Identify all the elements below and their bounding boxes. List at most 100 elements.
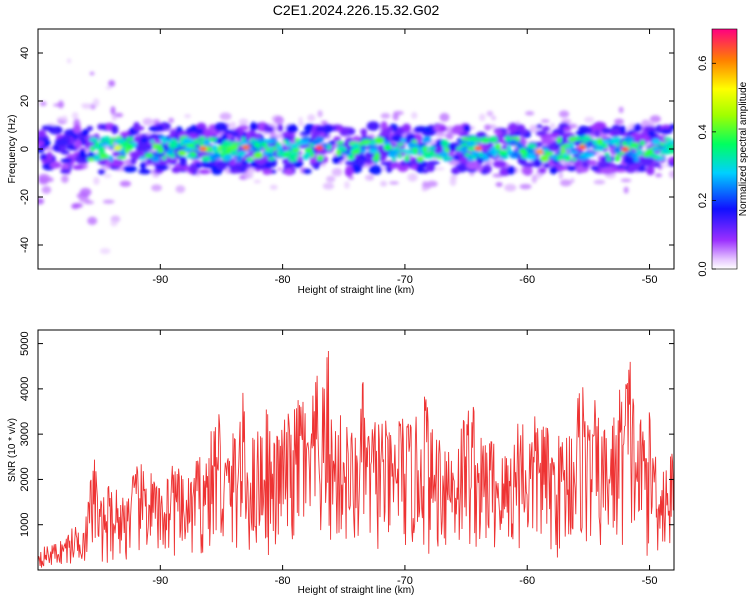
heatmap-cell bbox=[237, 150, 246, 158]
heatmap-cell bbox=[424, 155, 434, 159]
heatmap-cell bbox=[509, 155, 519, 159]
snr-x-label: Height of straight line (km) bbox=[298, 585, 415, 596]
heatmap-cell bbox=[489, 136, 498, 143]
heatmap-cell bbox=[640, 156, 653, 167]
y-tick-label: 20 bbox=[19, 95, 31, 107]
heatmap-cell bbox=[39, 153, 49, 161]
heatmap-y-ticks: -40 -20 0 20 40 bbox=[19, 47, 674, 253]
heatmap-cell bbox=[566, 142, 575, 146]
heatmap-cell bbox=[108, 155, 114, 163]
y-tick-label: 3000 bbox=[19, 422, 31, 446]
heatmap-cell bbox=[210, 152, 222, 160]
heatmap-cell bbox=[443, 156, 452, 161]
heatmap-cell bbox=[506, 150, 515, 155]
heatmap-cell bbox=[559, 179, 572, 187]
heatmap-cell bbox=[571, 157, 577, 162]
heatmap-cell bbox=[405, 135, 416, 140]
x-tick-label: -70 bbox=[397, 274, 413, 286]
heatmap-cell bbox=[540, 119, 550, 123]
heatmap-cell bbox=[73, 118, 80, 123]
heatmap-cell bbox=[114, 112, 124, 118]
heatmap-cell bbox=[219, 148, 226, 153]
x-tick-label: -50 bbox=[642, 274, 658, 286]
heatmap-cell bbox=[542, 126, 551, 132]
heatmap-cell bbox=[626, 150, 634, 157]
heatmap-cell bbox=[541, 137, 555, 145]
heatmap-cell bbox=[93, 154, 101, 162]
heatmap-cell bbox=[283, 168, 294, 176]
heatmap-cell bbox=[397, 142, 404, 147]
heatmap-cell bbox=[265, 147, 270, 153]
heatmap-cell bbox=[433, 167, 445, 171]
heatmap-cell bbox=[498, 149, 509, 157]
heatmap-cell bbox=[360, 128, 368, 137]
heatmap-y-label: Frequency (Hz) bbox=[7, 115, 18, 184]
heatmap-cell bbox=[424, 126, 433, 134]
heatmap-cell bbox=[426, 146, 436, 150]
x-tick-label: -50 bbox=[642, 575, 658, 587]
heatmap-cell bbox=[522, 166, 533, 176]
heatmap-cell bbox=[140, 161, 147, 170]
heatmap-cell bbox=[357, 158, 366, 167]
snr-series-line bbox=[38, 350, 674, 568]
heatmap-cell bbox=[72, 165, 84, 170]
heatmap-cell bbox=[253, 152, 264, 159]
heatmap-cell bbox=[52, 103, 65, 107]
heatmap-cell bbox=[229, 159, 236, 167]
heatmap-cell bbox=[391, 157, 397, 162]
heatmap-cell bbox=[471, 149, 480, 157]
heatmap-cell bbox=[102, 136, 112, 143]
heatmap-cell bbox=[646, 166, 655, 176]
heatmap-cell bbox=[669, 123, 674, 130]
heatmap-cell bbox=[515, 121, 520, 125]
heatmap-cell bbox=[393, 110, 404, 116]
heatmap-cell bbox=[402, 123, 412, 133]
heatmap-panel: -90 -80 -70 -60 -50 -40 -20 0 20 40 Height of st… bbox=[7, 28, 675, 296]
heatmap-cell bbox=[249, 170, 254, 179]
heatmap-cell bbox=[307, 114, 316, 122]
heatmap-cell bbox=[288, 153, 300, 158]
heatmap-cell bbox=[183, 137, 193, 144]
heatmap-cell bbox=[466, 160, 480, 170]
heatmap-cell bbox=[331, 167, 343, 177]
heatmap-cell bbox=[504, 183, 517, 192]
heatmap-cell bbox=[668, 170, 674, 179]
heatmap-cell bbox=[274, 115, 284, 125]
heatmap-cell bbox=[374, 152, 380, 159]
heatmap-cell bbox=[198, 136, 207, 141]
heatmap-cell bbox=[380, 128, 389, 137]
heatmap-cell bbox=[538, 167, 547, 174]
heatmap-cell bbox=[407, 173, 419, 182]
heatmap-cell bbox=[79, 187, 92, 197]
heatmap-cell bbox=[87, 216, 98, 226]
heatmap-cell bbox=[276, 150, 284, 157]
heatmap-cell bbox=[416, 156, 424, 163]
heatmap-cell bbox=[119, 180, 132, 187]
heatmap-cell bbox=[421, 186, 428, 192]
heatmap-cell bbox=[152, 143, 157, 150]
heatmap-cell bbox=[92, 98, 100, 108]
heatmap-cell bbox=[534, 141, 544, 147]
heatmap-cell bbox=[199, 140, 205, 148]
heatmap-cell bbox=[653, 140, 662, 145]
heatmap-cell bbox=[161, 137, 168, 145]
x-tick-label: -80 bbox=[275, 575, 291, 587]
heatmap-cell bbox=[268, 156, 275, 161]
heatmap-cell bbox=[663, 137, 672, 141]
heatmap-cell bbox=[162, 155, 167, 161]
colorbar-tick-label: 0.6 bbox=[697, 56, 709, 71]
heatmap-cell bbox=[281, 131, 293, 138]
heatmap-cell bbox=[89, 137, 99, 143]
heatmap-cell bbox=[548, 132, 560, 138]
heatmap-cell bbox=[389, 153, 397, 158]
heatmap-cell bbox=[439, 112, 450, 122]
heatmap-cell bbox=[615, 142, 620, 147]
heatmap-cell bbox=[400, 160, 407, 167]
heatmap-cell bbox=[238, 118, 249, 126]
heatmap-cell bbox=[380, 161, 393, 167]
heatmap-cell bbox=[185, 142, 195, 148]
heatmap-cell bbox=[196, 128, 204, 135]
heatmap-cell bbox=[94, 141, 100, 148]
heatmap-cell bbox=[240, 140, 249, 146]
